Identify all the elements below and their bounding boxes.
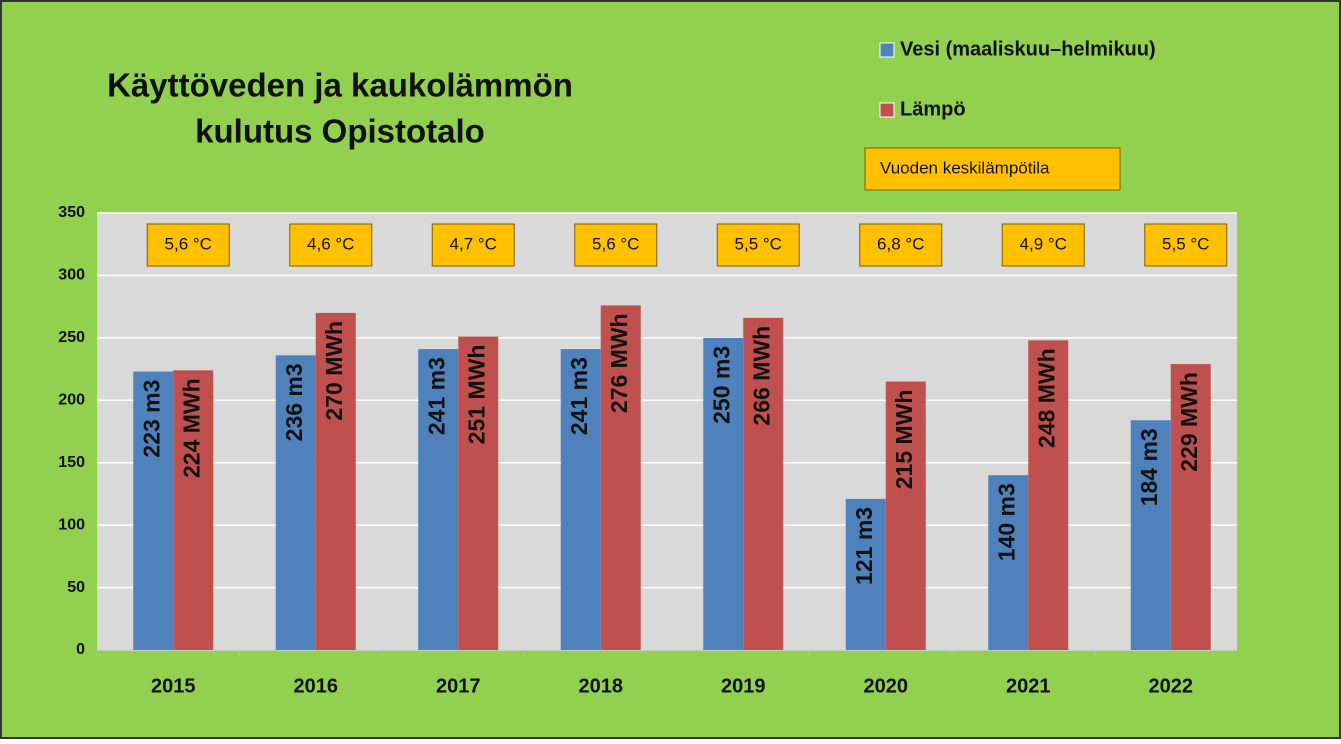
bar xyxy=(845,498,886,650)
data-label: 215 MWh xyxy=(891,390,917,490)
data-label: 140 m3 xyxy=(993,483,1019,561)
temperature-box xyxy=(716,223,800,267)
temperature-legend-box xyxy=(864,147,1121,191)
bar xyxy=(173,370,214,650)
y-tick-label: 300 xyxy=(58,267,85,284)
temperature-box xyxy=(574,223,658,267)
legend-swatch xyxy=(879,102,895,118)
temperature-box xyxy=(1144,223,1228,267)
legend-label: Lämpö xyxy=(900,98,966,120)
bar xyxy=(600,305,641,650)
x-tick-label: 2019 xyxy=(721,675,766,697)
bar xyxy=(1028,340,1069,650)
y-tick-label: 150 xyxy=(58,454,85,471)
temperature-label: 5,6 °C xyxy=(592,234,639,253)
temperature-box xyxy=(146,223,230,267)
bar xyxy=(418,349,459,650)
x-tick-label: 2021 xyxy=(1006,675,1051,697)
temperature-label: 5,6 °C xyxy=(165,234,212,253)
data-label: 276 MWh xyxy=(606,313,632,413)
data-label: 241 m3 xyxy=(566,357,592,435)
bar xyxy=(275,355,316,650)
data-label: 229 MWh xyxy=(1176,372,1202,472)
bar xyxy=(743,317,784,650)
chart-title: kulutus Opistotalo xyxy=(195,113,485,150)
temperature-box xyxy=(859,223,943,267)
y-tick-label: 350 xyxy=(58,204,85,221)
data-label: 236 m3 xyxy=(281,363,307,441)
data-label: 223 m3 xyxy=(138,380,164,458)
y-tick-label: 250 xyxy=(58,329,85,346)
bar xyxy=(1170,364,1211,650)
data-label: 121 m3 xyxy=(851,507,877,585)
x-tick-label: 2015 xyxy=(151,675,196,697)
data-label: 248 MWh xyxy=(1033,348,1059,448)
data-label: 266 MWh xyxy=(748,326,774,426)
temperature-label: 4,9 °C xyxy=(1020,234,1067,253)
legend-swatch xyxy=(879,42,895,58)
data-label: 251 MWh xyxy=(463,345,489,445)
data-label: 224 MWh xyxy=(178,378,204,478)
x-tick-label: 2022 xyxy=(1149,675,1194,697)
y-tick-label: 0 xyxy=(76,641,85,658)
temperature-label: 4,6 °C xyxy=(307,234,354,253)
temperature-box xyxy=(289,223,373,267)
bar xyxy=(703,337,744,650)
y-tick-label: 50 xyxy=(67,579,85,596)
temperature-label: 4,7 °C xyxy=(450,234,497,253)
bar xyxy=(458,336,499,650)
bar xyxy=(988,475,1029,650)
x-tick-label: 2017 xyxy=(436,675,481,697)
temperature-box xyxy=(431,223,515,267)
data-label: 241 m3 xyxy=(423,357,449,435)
y-tick-label: 100 xyxy=(58,516,85,533)
x-tick-label: 2016 xyxy=(294,675,339,697)
bar xyxy=(315,312,356,650)
temperature-label: 5,5 °C xyxy=(735,234,782,253)
temperature-label: 6,8 °C xyxy=(877,234,924,253)
data-label: 184 m3 xyxy=(1136,428,1162,506)
bar xyxy=(1130,420,1171,650)
bar xyxy=(560,349,601,650)
y-tick-label: 200 xyxy=(58,392,85,409)
bar xyxy=(885,381,926,650)
chart-title: Käyttöveden ja kaukolämmön xyxy=(107,67,573,104)
data-label: 250 m3 xyxy=(708,346,734,424)
bar xyxy=(133,371,174,650)
temperature-legend: Vuoden keskilämpötila xyxy=(880,158,1050,177)
x-tick-label: 2020 xyxy=(864,675,909,697)
data-label: 270 MWh xyxy=(321,321,347,421)
temperature-label: 5,5 °C xyxy=(1162,234,1209,253)
x-tick-label: 2018 xyxy=(579,675,624,697)
legend-label: Vesi (maaliskuu–helmikuu) xyxy=(900,38,1156,60)
temperature-box xyxy=(1001,223,1085,267)
